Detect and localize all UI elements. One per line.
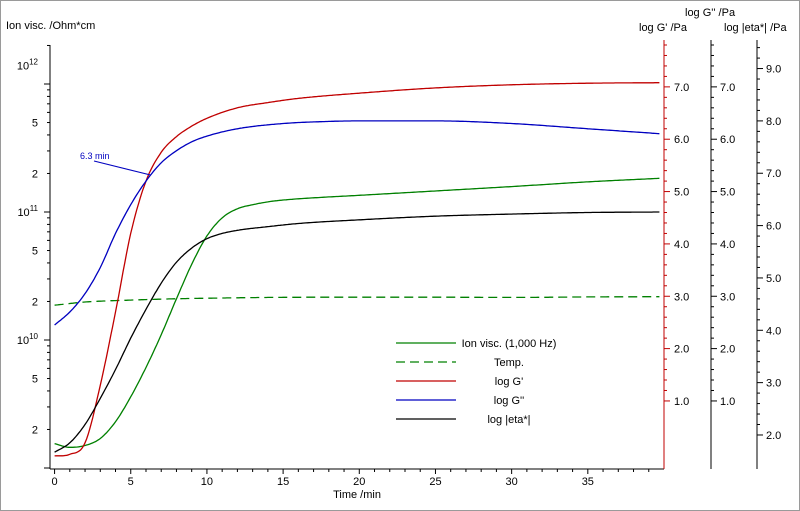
left-tick-base: 2 (32, 296, 38, 308)
x-tick-label: 0 (52, 476, 58, 488)
legend-label: log G'' (494, 395, 525, 407)
right-axis-title-g-double-prime: log G'' /Pa (685, 7, 736, 19)
right-axis-g-prime-tick-label: 7.0 (674, 82, 689, 94)
left-axis-title: Ion visc. /Ohm*cm (6, 20, 96, 32)
legend-label: log G' (495, 376, 523, 388)
x-tick-label: 30 (506, 476, 518, 488)
left-tick-base: 2 (32, 424, 38, 436)
left-tick-label: 1010 (17, 332, 39, 347)
left-tick-exponent: 12 (29, 57, 38, 66)
right-axis-g-double-prime-tick-label: 3.0 (720, 291, 735, 303)
left-tick-base: 10 (17, 335, 29, 347)
right-axis-g-double-prime-tick-label: 6.0 (720, 134, 735, 146)
right-axis-title-eta: log |eta*| /Pa (724, 22, 787, 34)
left-tick-label: 1012 (17, 57, 39, 72)
right-axis-g-prime-tick-label: 3.0 (674, 291, 689, 303)
legend-label: log |eta*| (487, 414, 530, 426)
right-axis-g-double-prime-tick-label: 5.0 (720, 187, 735, 199)
left-tick-base: 5 (32, 246, 38, 258)
right-axis-eta-tick-label: 6.0 (766, 221, 781, 233)
right-axis-g-prime-tick-label: 5.0 (674, 187, 689, 199)
left-tick-base: 2 (32, 168, 38, 180)
series-line-temp (54, 296, 660, 306)
series-line-log-eta (54, 211, 660, 453)
right-axis-g-double-prime-tick-label: 1.0 (720, 396, 735, 408)
left-tick-label: 2 (32, 296, 38, 308)
right-axis-g-double-prime-tick-label: 2.0 (720, 344, 735, 356)
right-axis-eta-tick-label: 8.0 (766, 116, 781, 128)
left-tick-label: 1011 (17, 204, 38, 219)
series-line-log-g (54, 120, 660, 326)
right-axis-g-prime-tick-label: 4.0 (674, 239, 689, 251)
left-tick-exponent: 10 (29, 332, 38, 341)
x-tick-label: 15 (277, 476, 289, 488)
right-axis-eta-tick-label: 3.0 (766, 378, 781, 390)
left-tick-label: 2 (32, 168, 38, 180)
annotation-label: 6.3 min (80, 151, 110, 161)
x-tick-label: 25 (429, 476, 441, 488)
x-tick-label: 35 (582, 476, 594, 488)
annotation-leader-line (93, 160, 151, 176)
series-line-log-g (54, 82, 660, 457)
right-axis-eta-tick-label: 9.0 (766, 64, 781, 76)
series-line-ion-visc-1-000-hz (54, 177, 660, 448)
left-tick-label: 5 (32, 374, 38, 386)
right-axis-eta-tick-label: 4.0 (766, 325, 781, 337)
x-axis-label: Time /min (333, 489, 381, 501)
left-tick-base: 5 (32, 118, 38, 130)
legend-label: Temp. (494, 357, 524, 369)
right-axis-eta-tick-label: 7.0 (766, 168, 781, 180)
right-axis-g-double-prime-tick-label: 4.0 (720, 239, 735, 251)
left-tick-label: 5 (32, 246, 38, 258)
left-tick-label: 2 (32, 424, 38, 436)
x-tick-label: 10 (201, 476, 213, 488)
right-axis-g-prime-tick-label: 6.0 (674, 134, 689, 146)
right-axis-eta-tick-label: 2.0 (766, 430, 781, 442)
right-axis-g-prime-tick-label: 1.0 (674, 396, 689, 408)
left-tick-base: 10 (17, 60, 29, 72)
left-tick-exponent: 11 (30, 204, 39, 213)
right-axis-g-double-prime-tick-label: 7.0 (720, 82, 735, 94)
left-tick-base: 10 (17, 207, 29, 219)
legend-label: Ion visc. (1,000 Hz) (462, 338, 557, 350)
x-tick-label: 20 (353, 476, 365, 488)
right-axis-eta-tick-label: 5.0 (766, 273, 781, 285)
left-tick-base: 5 (32, 374, 38, 386)
right-axis-g-prime-tick-label: 2.0 (674, 344, 689, 356)
right-axis-title-g-prime: log G' /Pa (639, 22, 687, 34)
left-tick-label: 5 (32, 118, 38, 130)
x-tick-label: 5 (128, 476, 134, 488)
